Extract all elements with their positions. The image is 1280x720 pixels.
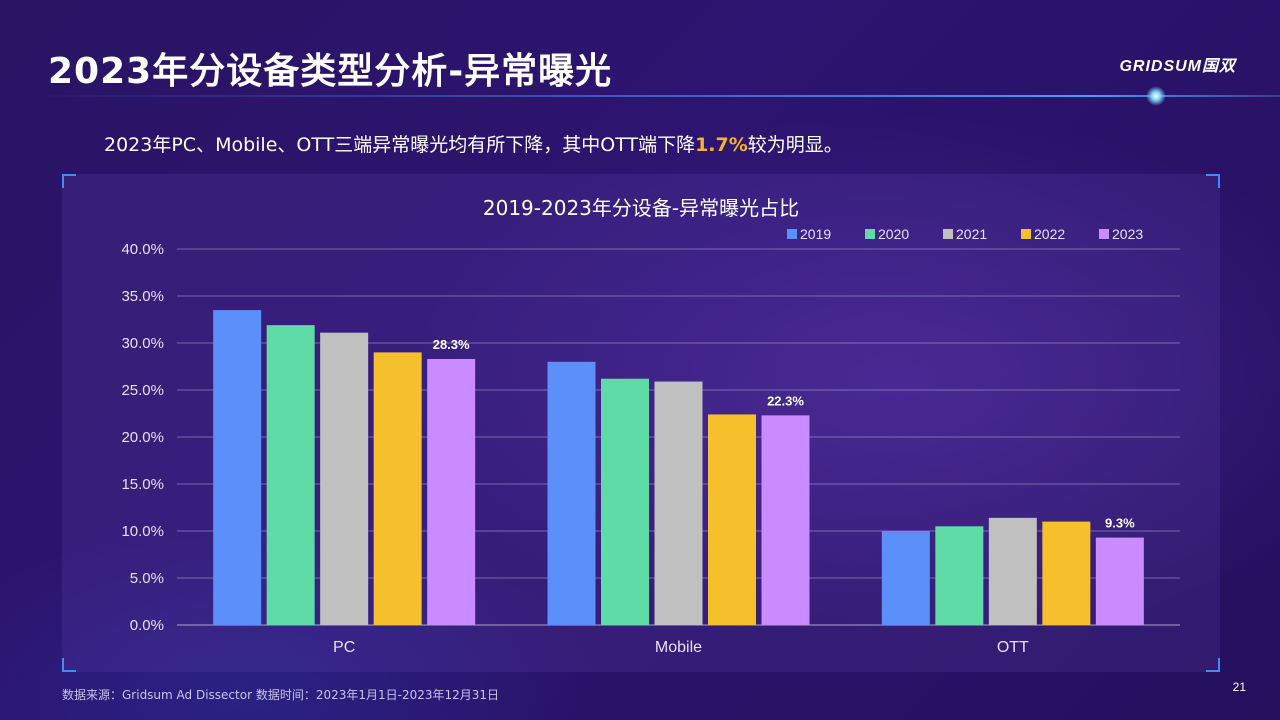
bar-2022-ott [1042,521,1091,625]
data-label: 22.3% [767,393,804,408]
bar-chart: 2019-2023年分设备-异常曝光占比 0.0% 5.0% 10.0% 15.0% 20… [121,196,1180,656]
corner-bracket-icon [62,658,76,672]
y-tick-label: 10.0% [121,523,164,540]
glow-dot-icon [1146,86,1166,106]
bar-2021-ott [988,517,1037,625]
chart-title: 2019-2023年分设备-异常曝光占比 [483,196,799,220]
y-tick-label: 25.0% [121,382,164,399]
legend-swatch [1021,229,1031,239]
brand-logo: GRIDSUM国双 [1119,58,1236,75]
y-tick-label: 35.0% [121,288,164,305]
legend-swatch [943,229,953,239]
data-source-note: 数据来源：Gridsum Ad Dissector 数据时间：2023年1月1日… [62,688,500,702]
corner-bracket-icon [62,174,76,188]
corner-bracket-icon [1206,174,1220,188]
bar-2019-pc [213,310,262,625]
bar-2023-ott [1095,537,1144,625]
y-tick-label: 0.0% [130,617,164,634]
x-tick-label: Mobile [655,639,702,656]
y-tick-label: 15.0% [121,476,164,493]
bar-2020-ott [935,526,984,625]
bar-2021-pc [320,332,369,625]
data-label: 9.3% [1105,516,1135,531]
bar-2020-mobile [601,378,649,625]
corner-bracket-icon [1206,658,1220,672]
page-title: 2023年分设备类型分析-异常曝光 [48,51,613,92]
bar-2022-pc [373,352,422,625]
page-number: 21 [1232,680,1246,694]
bar-2023-pc [427,358,476,625]
y-tick-label: 30.0% [121,335,164,352]
bar-2020-pc [266,325,315,625]
legend-label: 2022 [1034,226,1065,242]
legend-swatch [1099,229,1109,239]
legend-label: 2021 [956,226,987,242]
legend-swatch [865,229,875,239]
legend-swatch [787,229,797,239]
x-tick-label: OTT [997,639,1029,656]
chart-panel: 2019-2023年分设备-异常曝光占比 0.0% 5.0% 10.0% 15.0% 20… [62,174,1220,672]
bar-2021-mobile [654,381,703,625]
y-tick-label: 5.0% [130,570,164,587]
data-label: 28.3% [433,337,470,352]
summary-end: 较为明显。 [747,134,843,156]
y-tick-label: 40.0% [121,241,164,258]
bar-2019-mobile [547,361,596,625]
summary-main: 2023年PC、Mobile、OTT三端异常曝光均有所下降，其中OTT端下降 [104,134,696,156]
summary-highlight: 1.7% [695,134,748,156]
bar-2023-mobile [761,415,810,625]
summary-text: 2023年PC、Mobile、OTT三端异常曝光均有所下降，其中OTT端下降1.… [104,130,843,157]
legend-label: 2023 [1112,226,1143,242]
y-tick-label: 20.0% [121,429,164,446]
header-divider [20,95,1280,97]
x-tick-label: PC [333,639,355,656]
bar-2019-ott [881,531,930,625]
bar-2022-mobile [708,414,756,625]
legend-label: 2020 [878,226,909,242]
legend-label: 2019 [800,226,831,242]
